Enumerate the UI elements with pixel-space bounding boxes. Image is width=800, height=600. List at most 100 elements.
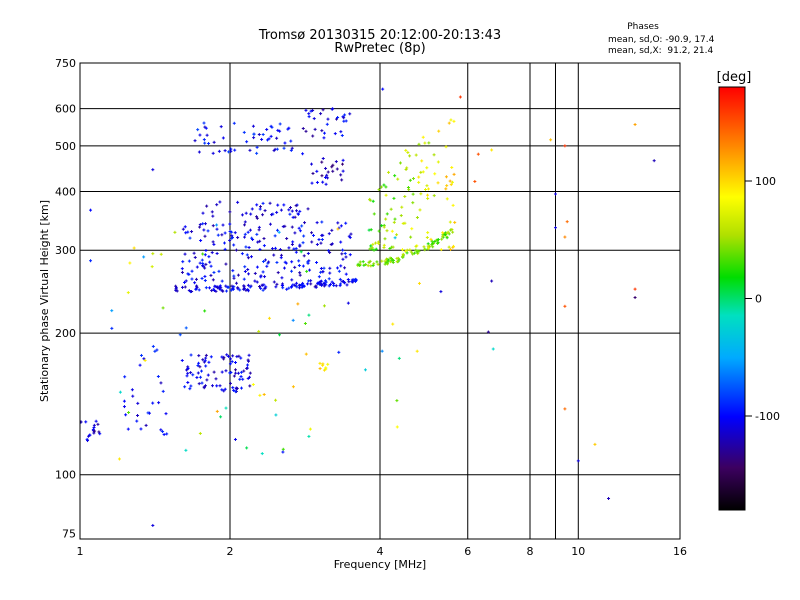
data-point: [309, 282, 313, 286]
data-point: [340, 279, 344, 283]
data-point: [346, 301, 350, 305]
data-point: [395, 260, 399, 264]
data-point: [331, 169, 335, 173]
data-point: [181, 260, 185, 264]
data-point: [431, 241, 435, 245]
data-point: [290, 269, 294, 273]
data-point: [226, 354, 230, 358]
data-point: [607, 497, 611, 501]
x-tick-label: 10: [571, 545, 585, 558]
data-point: [204, 248, 208, 252]
data-point: [126, 427, 130, 431]
data-point: [249, 212, 253, 216]
data-point: [257, 329, 261, 333]
data-point: [232, 374, 236, 378]
data-point: [248, 148, 252, 152]
data-point: [278, 333, 282, 337]
data-point: [563, 144, 567, 148]
colorbar-label: [deg]: [717, 70, 752, 85]
data-point: [127, 411, 131, 415]
data-point: [356, 262, 360, 266]
data-point: [361, 260, 365, 264]
data-point: [391, 261, 395, 265]
data-point: [139, 353, 143, 357]
data-point: [405, 251, 409, 255]
data-point: [307, 434, 311, 438]
data-point: [283, 224, 287, 228]
data-point: [248, 285, 252, 289]
data-point: [255, 232, 259, 236]
data-point: [188, 236, 192, 240]
data-point: [593, 442, 597, 446]
data-point: [233, 360, 237, 364]
data-point: [161, 430, 165, 434]
data-point: [124, 413, 128, 417]
data-point: [287, 286, 291, 290]
data-point: [409, 235, 413, 239]
data-point: [448, 179, 452, 183]
data-point: [349, 232, 353, 236]
data-point: [330, 280, 334, 284]
data-point: [265, 264, 269, 268]
data-point: [374, 241, 378, 245]
data-point: [245, 446, 249, 450]
data-point: [224, 369, 228, 373]
data-point: [212, 288, 216, 292]
data-point: [153, 349, 157, 353]
data-point: [436, 240, 440, 244]
data-point: [299, 250, 303, 254]
data-point: [217, 269, 221, 273]
data-point: [255, 151, 259, 155]
data-point: [392, 196, 396, 200]
data-point: [285, 287, 289, 291]
data-point: [208, 286, 212, 290]
data-point: [380, 259, 384, 263]
data-point: [277, 230, 281, 234]
data-point: [239, 370, 243, 374]
data-point: [403, 194, 407, 198]
data-point: [180, 270, 184, 274]
data-point: [563, 235, 567, 239]
data-point: [178, 333, 182, 337]
data-point: [135, 419, 139, 423]
data-point: [184, 231, 188, 235]
data-point: [415, 216, 419, 220]
data-point: [142, 357, 146, 361]
data-point: [328, 282, 332, 286]
data-point: [336, 227, 340, 231]
data-point: [194, 287, 198, 291]
data-point: [189, 371, 193, 375]
data-point: [553, 226, 557, 230]
data-point: [272, 253, 276, 257]
data-point: [312, 233, 316, 237]
data-point: [411, 201, 415, 205]
data-point: [262, 237, 266, 241]
data-point: [320, 233, 324, 237]
data-point: [245, 253, 249, 257]
data-point: [430, 239, 434, 243]
data-point: [372, 262, 376, 266]
data-point: [202, 385, 206, 389]
data-point: [174, 284, 178, 288]
data-point: [425, 236, 429, 240]
data-point: [202, 264, 206, 268]
data-point: [217, 287, 221, 291]
data-point: [110, 326, 114, 330]
data-point: [207, 360, 211, 364]
data-point: [228, 229, 232, 233]
data-point: [209, 264, 213, 268]
data-point: [444, 187, 448, 191]
y-axis-label: Stationary phase Virtual Height [km]: [38, 200, 51, 402]
data-point: [207, 141, 211, 145]
data-point: [301, 126, 305, 130]
data-point: [228, 371, 232, 375]
data-point: [282, 203, 286, 207]
data-point: [232, 276, 236, 280]
data-point: [342, 119, 346, 123]
data-point: [301, 241, 305, 245]
data-point: [417, 281, 421, 285]
data-point: [228, 210, 232, 214]
data-point: [321, 108, 325, 112]
data-point: [320, 220, 324, 224]
data-point: [246, 256, 250, 260]
